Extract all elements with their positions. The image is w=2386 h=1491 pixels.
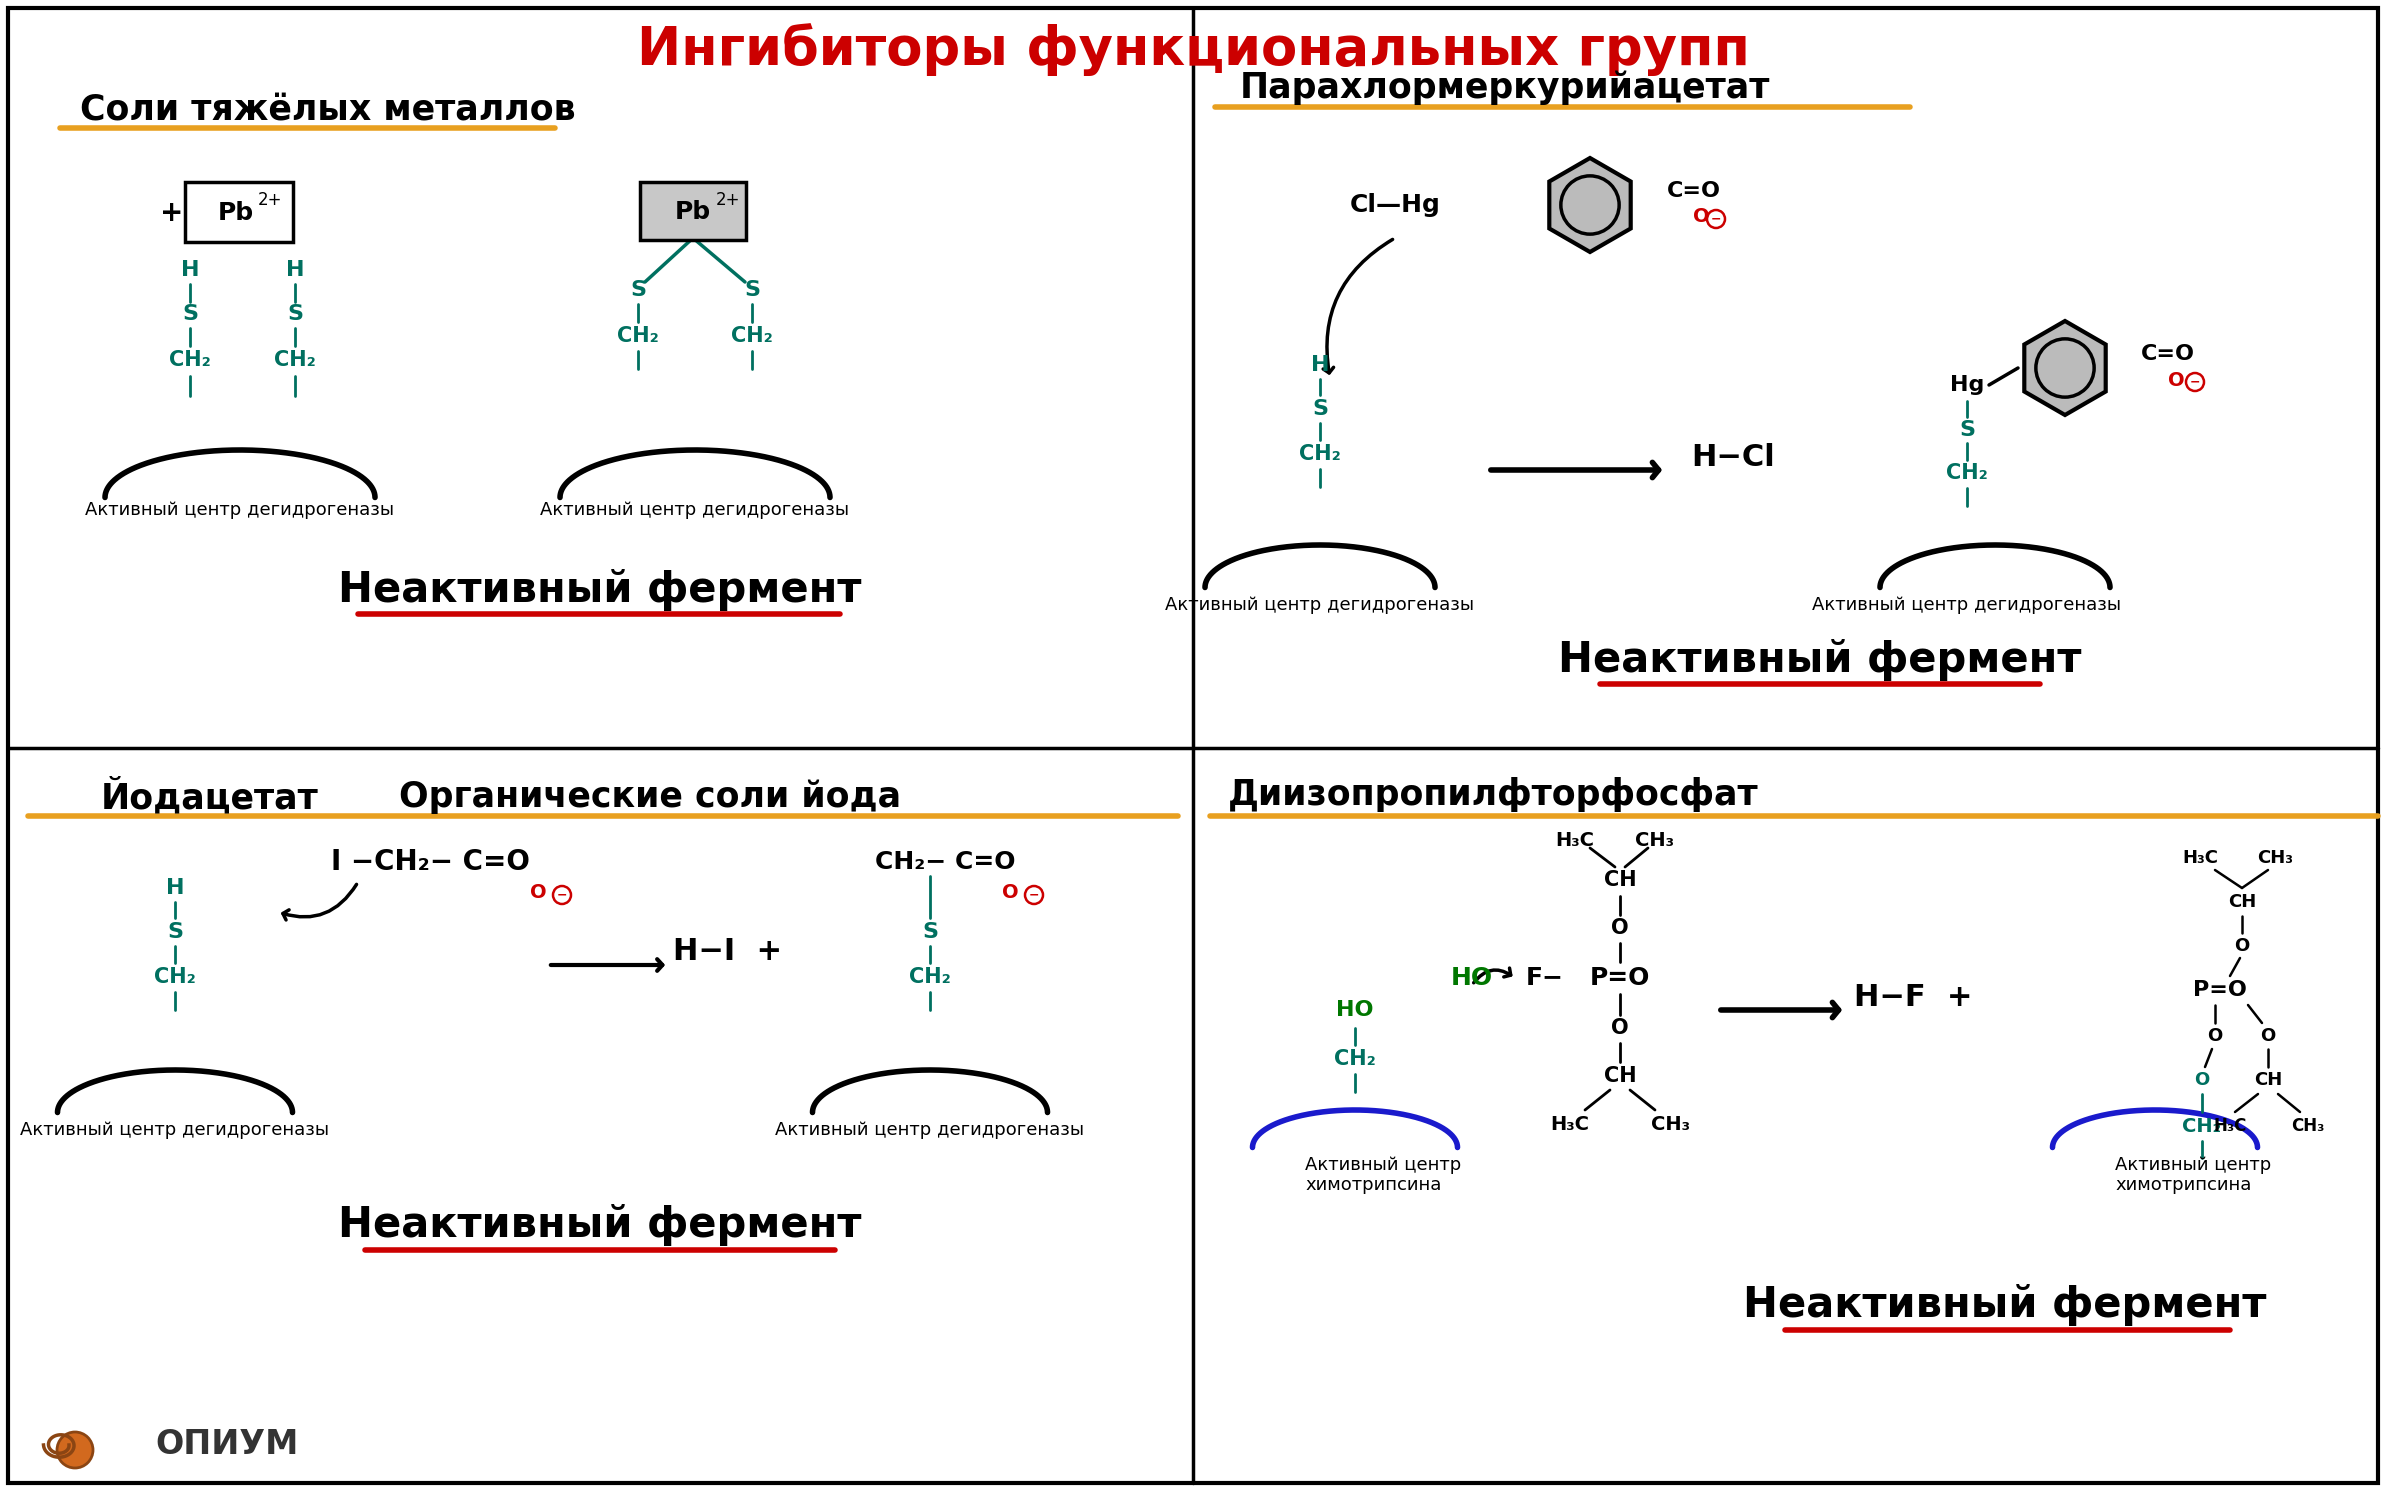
Text: −: − xyxy=(1028,889,1040,902)
Text: HO: HO xyxy=(1451,966,1494,990)
Text: H−I  +: H−I + xyxy=(673,938,783,966)
Text: CH₂: CH₂ xyxy=(1334,1050,1377,1069)
Text: CH: CH xyxy=(1603,1066,1637,1085)
Text: CH₂: CH₂ xyxy=(730,327,773,346)
Text: S: S xyxy=(1959,420,1976,440)
Text: O: O xyxy=(1694,207,1711,227)
Text: Диизопропилфторфосфат: Диизопропилфторфосфат xyxy=(1229,777,1758,813)
Text: H: H xyxy=(165,878,184,898)
Text: Активный центр дегидрогеназы: Активный центр дегидрогеназы xyxy=(86,501,394,519)
Text: H₃C: H₃C xyxy=(2214,1117,2248,1135)
Text: Hg: Hg xyxy=(1949,376,1985,395)
Text: Ингибиторы функциональных групп: Ингибиторы функциональных групп xyxy=(637,24,1749,76)
Text: F−: F− xyxy=(1527,966,1563,990)
Text: Неактивный фермент: Неактивный фермент xyxy=(1558,640,2081,681)
Text: Йодацетат: Йодацетат xyxy=(100,778,320,816)
Text: CH: CH xyxy=(1603,871,1637,890)
Text: CH: CH xyxy=(2255,1071,2281,1088)
Text: ОПИУМ: ОПИУМ xyxy=(155,1428,298,1461)
Text: CH₂: CH₂ xyxy=(155,968,196,987)
Text: Соли тяжёлых металлов: Соли тяжёлых металлов xyxy=(81,92,575,127)
Text: O: O xyxy=(1611,1018,1630,1038)
Text: CH₃: CH₃ xyxy=(2257,848,2293,866)
Text: O: O xyxy=(1611,918,1630,938)
Text: O: O xyxy=(2260,1027,2276,1045)
Bar xyxy=(186,182,293,242)
Text: P=O: P=O xyxy=(1589,966,1651,990)
Text: S: S xyxy=(1312,400,1329,419)
Text: Pb: Pb xyxy=(217,201,253,225)
Text: CH₃: CH₃ xyxy=(2291,1117,2324,1135)
Text: CH₃: CH₃ xyxy=(1651,1114,1689,1133)
Text: H₃C: H₃C xyxy=(1556,830,1594,850)
Text: −: − xyxy=(2190,376,2200,389)
Text: Активный центр дегидрогеназы: Активный центр дегидрогеназы xyxy=(542,501,849,519)
Text: Активный центр
химотрипсина: Активный центр химотрипсина xyxy=(1305,1156,1460,1194)
Text: CH₃: CH₃ xyxy=(1634,830,1675,850)
Text: Pb: Pb xyxy=(675,200,711,224)
Text: Неактивный фермент: Неактивный фермент xyxy=(339,1205,861,1246)
Bar xyxy=(639,182,747,240)
Text: H−Cl: H−Cl xyxy=(1692,443,1775,471)
Circle shape xyxy=(57,1431,93,1469)
Text: CH₂: CH₂ xyxy=(274,350,315,370)
Text: C=O: C=O xyxy=(1668,180,1720,201)
Text: Неактивный фермент: Неактивный фермент xyxy=(339,570,861,611)
Text: 2+: 2+ xyxy=(716,191,740,209)
Text: S: S xyxy=(921,921,938,942)
Text: CH₂: CH₂ xyxy=(909,968,952,987)
Text: HO: HO xyxy=(1336,1000,1374,1020)
Text: C=O: C=O xyxy=(2140,344,2195,364)
Text: 2+: 2+ xyxy=(258,191,282,209)
Text: Парахлормеркурийацетат: Парахлормеркурийацетат xyxy=(1241,70,1770,106)
Text: I −CH₂− C=O: I −CH₂− C=O xyxy=(332,848,530,877)
Text: Активный центр дегидрогеназы: Активный центр дегидрогеназы xyxy=(21,1121,329,1139)
Text: CH₂: CH₂ xyxy=(1947,464,1988,483)
Text: S: S xyxy=(744,280,761,300)
Text: H: H xyxy=(286,259,305,280)
Text: H−F  +: H−F + xyxy=(1854,983,1973,1011)
Text: O: O xyxy=(2207,1027,2224,1045)
Text: CH₂: CH₂ xyxy=(618,327,659,346)
Text: H₃C: H₃C xyxy=(1551,1114,1589,1133)
Text: O: O xyxy=(1002,884,1019,902)
Text: −: − xyxy=(1711,213,1720,225)
Text: O: O xyxy=(530,884,546,902)
Text: P=O: P=O xyxy=(2193,980,2248,1000)
Text: H₃C: H₃C xyxy=(2183,848,2219,866)
Text: CH₂: CH₂ xyxy=(2183,1117,2221,1136)
Polygon shape xyxy=(2023,321,2107,414)
Text: CH₂− C=O: CH₂− C=O xyxy=(876,850,1016,874)
Text: Cl—Hg: Cl—Hg xyxy=(1350,192,1441,218)
Text: Активный центр дегидрогеназы: Активный центр дегидрогеназы xyxy=(1164,596,1475,614)
Text: +: + xyxy=(160,198,184,227)
Text: O: O xyxy=(2233,936,2250,956)
Text: S: S xyxy=(181,304,198,324)
Text: S: S xyxy=(286,304,303,324)
Text: S: S xyxy=(167,921,184,942)
Text: CH₂: CH₂ xyxy=(1298,444,1341,464)
Text: H: H xyxy=(181,259,200,280)
Polygon shape xyxy=(1549,158,1630,252)
Text: H: H xyxy=(1310,355,1329,376)
Text: Активный центр
химотрипсина: Активный центр химотрипсина xyxy=(2114,1156,2271,1194)
Text: O: O xyxy=(2195,1071,2209,1088)
Text: Органические соли йода: Органические соли йода xyxy=(398,780,902,814)
Text: O: O xyxy=(2169,370,2186,389)
Text: CH: CH xyxy=(2229,893,2257,911)
Text: −: − xyxy=(556,889,568,902)
Text: CH₂: CH₂ xyxy=(169,350,210,370)
Text: Активный центр дегидрогеназы: Активный центр дегидрогеназы xyxy=(1813,596,2121,614)
Text: S: S xyxy=(630,280,647,300)
Text: Неактивный фермент: Неактивный фермент xyxy=(1744,1284,2267,1325)
Text: Активный центр дегидрогеназы: Активный центр дегидрогеназы xyxy=(775,1121,1086,1139)
